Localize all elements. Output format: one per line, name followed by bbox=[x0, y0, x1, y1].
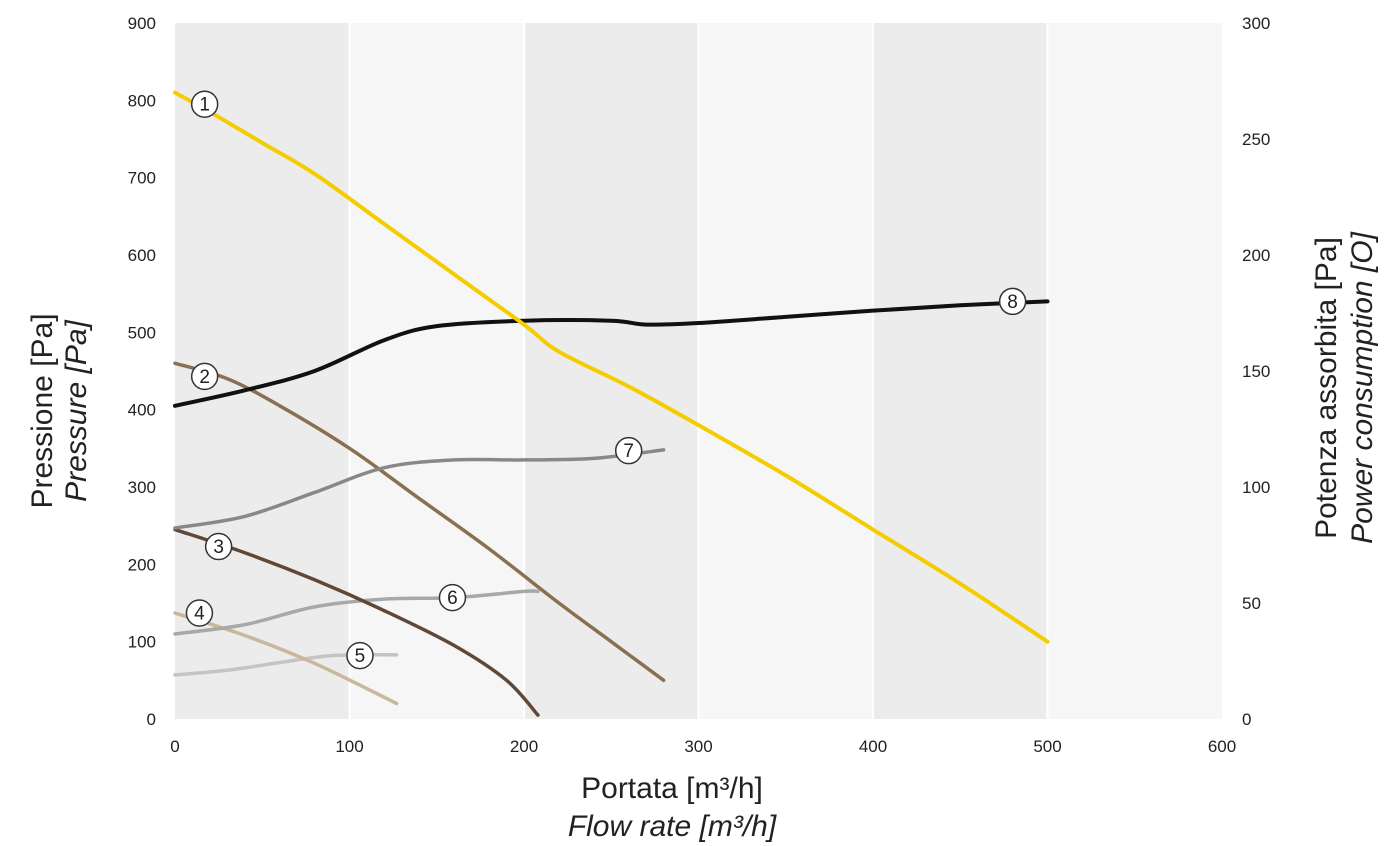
x-tick-label: 500 bbox=[1033, 737, 1061, 756]
series-2-line bbox=[173, 361, 666, 683]
y-tick-label: 300 bbox=[128, 478, 156, 497]
y-tick-label: 400 bbox=[128, 401, 156, 420]
y-tick-label: 600 bbox=[128, 246, 156, 265]
series-7-marker: 7 bbox=[614, 436, 643, 465]
y2-tick-label: 100 bbox=[1242, 478, 1270, 497]
series-marker-circle bbox=[998, 287, 1027, 316]
x-tick-label: 200 bbox=[510, 737, 538, 756]
band-400-500 bbox=[873, 23, 1048, 719]
series-marker-circle bbox=[438, 583, 467, 612]
series-8-marker: 8 bbox=[998, 287, 1027, 316]
y-axis-subtitle: Pressure [Pa] bbox=[60, 319, 93, 501]
x-tick-label: 100 bbox=[335, 737, 363, 756]
y-axis-label: Pressione [Pa] bbox=[26, 313, 59, 508]
series-marker-label: 1 bbox=[199, 95, 210, 116]
y2-tick-label: 150 bbox=[1242, 362, 1270, 381]
x-tick-label: 600 bbox=[1208, 737, 1236, 756]
series-marker-circle bbox=[346, 641, 374, 670]
series-1-line bbox=[173, 90, 1050, 644]
x-tick-label: 300 bbox=[684, 737, 712, 756]
series-marker-label: 4 bbox=[194, 604, 205, 625]
series-3-marker: 3 bbox=[204, 532, 233, 561]
y2-axis-sublabel: Power consumption [O] bbox=[1346, 231, 1379, 543]
series-marker-circle bbox=[204, 532, 233, 561]
y-axis-title: Pressione [Pa] bbox=[26, 313, 59, 508]
band-500-600 bbox=[1047, 23, 1222, 719]
y-tick-label: 100 bbox=[128, 633, 156, 652]
y2-tick-label: 300 bbox=[1242, 14, 1270, 33]
series-6-marker: 6 bbox=[438, 583, 467, 612]
series-marker-label: 8 bbox=[1007, 292, 1018, 313]
series-marker-label: 3 bbox=[213, 537, 224, 558]
x-axis-ticks: 0 100 200 300 400 500 600 bbox=[170, 737, 1236, 756]
y2-axis-ticks: 0 50 100 150 200 250 300 bbox=[1242, 14, 1270, 729]
y-axis-ticks: 0 100 200 300 400 500 600 700 800 900 bbox=[128, 14, 156, 729]
y2-axis-subtitle: Power consumption [O] bbox=[1346, 231, 1379, 543]
band-200-300 bbox=[524, 23, 699, 719]
y-tick-label: 0 bbox=[147, 710, 156, 729]
y2-axis-label: Potenza assorbita [Pa] bbox=[1310, 237, 1343, 539]
x-tick-label: 400 bbox=[859, 737, 887, 756]
series-4-marker: 4 bbox=[185, 599, 214, 627]
band-300-400 bbox=[698, 23, 873, 719]
y2-tick-label: 200 bbox=[1242, 246, 1270, 265]
y2-tick-label: 50 bbox=[1242, 594, 1261, 613]
y-tick-label: 700 bbox=[128, 169, 156, 188]
series-marker-label: 6 bbox=[447, 588, 458, 609]
y2-tick-label: 0 bbox=[1242, 710, 1251, 729]
series-marker-label: 2 bbox=[199, 367, 210, 388]
series-marker-circle bbox=[185, 599, 214, 627]
x-tick-label: 0 bbox=[170, 737, 179, 756]
series-layer bbox=[173, 90, 1050, 717]
x-axis-sublabel: Flow rate [m³/h] bbox=[568, 810, 777, 843]
series-markers: 1 2 3 4 5 6 7 8 bbox=[185, 90, 1027, 670]
y-tick-label: 200 bbox=[128, 555, 156, 574]
series-8-line bbox=[173, 299, 1050, 408]
series-marker-label: 7 bbox=[623, 441, 634, 462]
band-100-200 bbox=[349, 23, 524, 719]
y-axis-sublabel: Pressure [Pa] bbox=[60, 319, 93, 501]
series-5-marker: 5 bbox=[346, 641, 374, 670]
x-axis-label: Portata [m³/h] bbox=[581, 772, 763, 805]
background-bands bbox=[175, 23, 1222, 719]
series-7-line bbox=[173, 448, 666, 530]
y-tick-label: 900 bbox=[128, 14, 156, 33]
series-marker-label: 5 bbox=[355, 646, 366, 667]
y2-tick-label: 250 bbox=[1242, 130, 1270, 149]
series-3-line bbox=[173, 527, 540, 717]
series-marker-circle bbox=[614, 436, 643, 465]
series-6-line bbox=[173, 589, 540, 636]
y2-axis-title: Potenza assorbita [Pa] bbox=[1310, 237, 1343, 539]
series-1-marker: 1 bbox=[190, 90, 219, 118]
series-marker-circle bbox=[190, 90, 219, 118]
y-tick-label: 500 bbox=[128, 323, 156, 342]
series-2-marker: 2 bbox=[190, 362, 219, 391]
series-marker-circle bbox=[190, 362, 219, 391]
y-tick-label: 800 bbox=[128, 91, 156, 110]
